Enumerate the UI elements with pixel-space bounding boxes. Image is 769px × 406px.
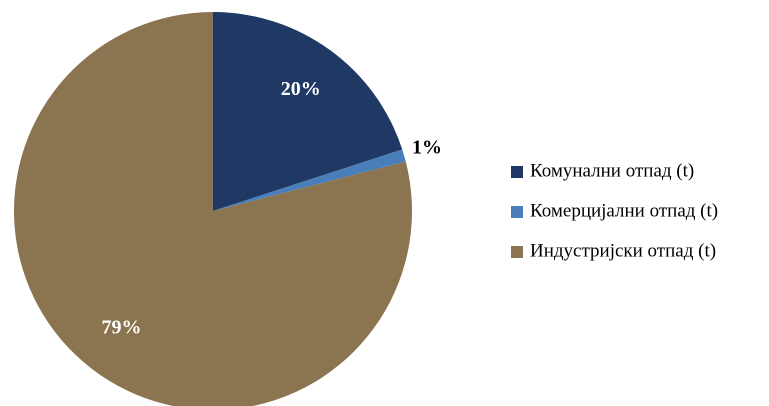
legend-swatch	[511, 246, 523, 258]
data-label: 1%	[412, 136, 442, 158]
pie-slice	[213, 12, 403, 211]
legend-label: Индустријски отпад (t)	[530, 240, 716, 261]
data-label: 20%	[281, 78, 321, 100]
legend-swatch	[511, 206, 523, 218]
legend-swatch	[511, 166, 523, 178]
legend-label: Комунални отпад (t)	[530, 160, 694, 181]
legend-label: Комерцијални отпад (t)	[530, 200, 718, 221]
pie-slice	[213, 149, 406, 211]
data-label: 79%	[102, 317, 142, 339]
pie-slice	[14, 12, 412, 406]
